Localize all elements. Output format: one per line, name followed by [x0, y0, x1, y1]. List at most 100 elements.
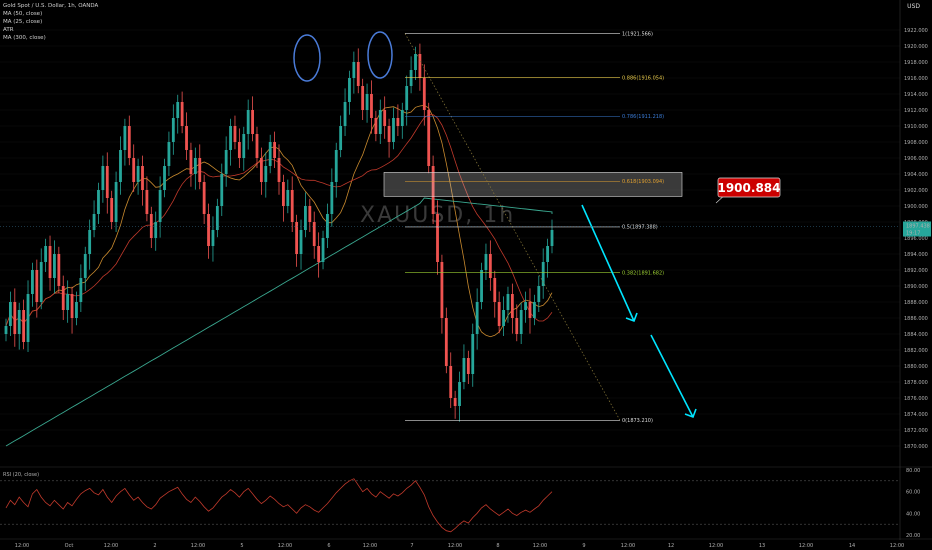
candle-body: [374, 118, 378, 134]
x-tick-label: 12:00: [709, 543, 723, 549]
candle-body: [378, 110, 382, 134]
candle-body: [427, 110, 431, 166]
fib-level-label: 0.618(1903.094): [622, 179, 664, 185]
candle-body: [352, 62, 356, 78]
candle-body: [132, 158, 136, 182]
candle-body: [264, 166, 268, 182]
candle-body: [532, 302, 536, 318]
candle-body: [286, 190, 290, 206]
fibonacci-retracement[interactable]: 1(1921.566) 0.886(1916.054) 0.786(1911.218…: [383, 31, 683, 424]
y-tick-label: 1912.000: [904, 108, 928, 114]
candle-body: [392, 118, 395, 142]
candle-body: [114, 182, 118, 222]
candle-body: [198, 158, 202, 182]
x-tick-label: 6: [327, 543, 330, 549]
x-tick-label: 9: [582, 543, 585, 549]
x-tick-label: 12:00: [621, 543, 635, 549]
candle-body: [13, 302, 17, 334]
candle-body: [343, 102, 347, 126]
candle-body: [277, 158, 281, 182]
candle-body: [215, 206, 219, 230]
candle-body: [70, 294, 74, 318]
candle-body: [537, 286, 541, 302]
rsi-tick-label: 20.00: [906, 533, 920, 539]
indicator-atr-label[interactable]: ATR: [3, 27, 14, 33]
candle-body: [396, 118, 400, 126]
y-tick-label: 1916.000: [904, 76, 928, 82]
supply-zone-box: [383, 172, 683, 197]
y-tick-label: 1902.000: [904, 188, 928, 194]
candle-body: [61, 286, 65, 310]
candle-body: [158, 190, 162, 222]
x-tick-label: 12:00: [15, 543, 29, 549]
candle-body: [180, 102, 184, 126]
y-tick-label: 1890.000: [904, 284, 928, 290]
candle-body: [189, 150, 193, 174]
candle-body: [163, 166, 166, 190]
candle-body: [405, 86, 409, 110]
indicator-ma25-label[interactable]: MA (25, close): [3, 19, 43, 25]
candle-body: [440, 262, 444, 318]
candle-body: [409, 70, 413, 86]
down-arrow-1: [581, 204, 635, 322]
callout-box: [717, 177, 781, 198]
candle-body: [66, 294, 70, 310]
candle-body: [251, 110, 254, 134]
candle-body: [39, 262, 43, 302]
candle-body: [431, 166, 435, 214]
y-tick-label: 1882.000: [904, 348, 928, 354]
candle-body: [242, 134, 246, 158]
indicator-ma300-label[interactable]: MA (300, close): [3, 35, 46, 41]
y-tick-label: 1896.000: [904, 236, 928, 242]
candle-body: [321, 238, 325, 262]
x-tick-label: 12:00: [448, 543, 462, 549]
x-tick-label: 13: [759, 543, 765, 549]
candle-body: [290, 190, 294, 222]
time-axis[interactable]: 12:00 Oct 12:00 2 12:00 5 12:00 6 12:00 7 12:00 8 12…: [0, 538, 932, 549]
candle-body: [229, 126, 232, 150]
candle-body: [488, 254, 492, 278]
candle-body: [211, 230, 215, 246]
candle-body: [83, 254, 87, 278]
candle-body: [119, 150, 122, 182]
candle-body: [326, 214, 329, 238]
candle-body: [493, 278, 497, 302]
candle-body: [541, 262, 545, 286]
fib-level-label: 0.786(1911.218): [622, 114, 664, 120]
candle-body: [444, 318, 448, 366]
candle-body: [471, 334, 475, 374]
y-tick-label: 1914.000: [904, 92, 928, 98]
candle-body: [224, 150, 228, 174]
y-tick-label: 1900.000: [904, 204, 928, 210]
candle-body: [185, 126, 188, 150]
candle-body: [502, 310, 505, 326]
price-axis[interactable]: 1922.000 1920.000 1918.000 1916.000 1914.000…: [899, 0, 932, 550]
last-price-badge: [903, 221, 931, 237]
candle-body: [110, 198, 114, 222]
candle-body: [281, 182, 285, 206]
candle-body: [92, 214, 96, 230]
y-tick-label: 1874.000: [904, 412, 928, 418]
candle-body: [273, 142, 277, 158]
candle-body: [356, 62, 360, 86]
candle-body: [4, 326, 8, 334]
candle-body: [422, 78, 426, 110]
candle-body: [79, 278, 83, 302]
y-tick-label: 1908.000: [904, 140, 928, 146]
candle-body: [136, 166, 140, 182]
x-tick-label: Oct: [65, 543, 74, 549]
candle-body: [207, 214, 210, 246]
candle-body: [268, 142, 272, 166]
candle-body: [17, 310, 21, 334]
chart-title: Gold Spot / U.S. Dollar, 1h, OANDA: [3, 3, 99, 9]
candle-body: [127, 126, 131, 158]
annotations: 1900.884: [0, 31, 900, 419]
candle-body: [22, 310, 26, 342]
y-tick-label: 1888.000: [904, 300, 928, 306]
candle-body: [259, 158, 263, 182]
rsi-pane[interactable]: RSI (20, close) 80.00 60.00 40.00 20.00: [0, 466, 932, 539]
y-tick-label: 1918.000: [904, 60, 928, 66]
indicator-ma50-label[interactable]: MA (50, close): [3, 11, 43, 17]
candle-body: [515, 318, 519, 334]
